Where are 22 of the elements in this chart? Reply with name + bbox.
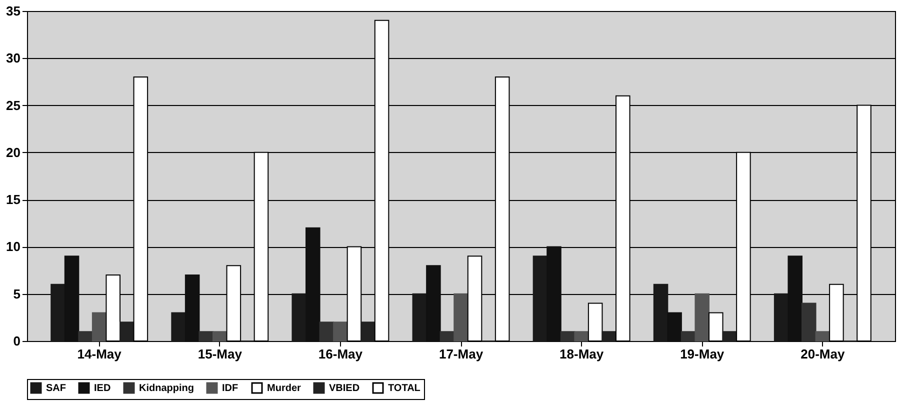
y-tick-label: 5 xyxy=(13,286,20,302)
x-tick-label: 18-May xyxy=(560,346,604,362)
x-tick-label: 19-May xyxy=(680,346,725,362)
legend-label: Murder xyxy=(267,383,301,394)
x-tick-label: 16-May xyxy=(318,346,364,362)
y-tick-label: 35 xyxy=(6,4,20,18)
x-tick-label: 17-May xyxy=(438,346,484,362)
legend-label: Kidnapping xyxy=(139,383,194,394)
y-tick-label: 0 xyxy=(13,334,20,348)
legend-label: SAF xyxy=(46,383,66,394)
y-tick-label: 30 xyxy=(6,50,20,66)
legend-label: VBIED xyxy=(329,383,360,394)
x-tick-label: 20-May xyxy=(800,346,846,362)
x-tick-label: 15-May xyxy=(198,346,243,362)
legend-label: TOTAL xyxy=(388,383,420,394)
legend-label: IED xyxy=(94,383,111,394)
y-tick-label: 10 xyxy=(6,239,20,254)
y-tick-label: 20 xyxy=(6,144,20,160)
y-tick-label: 25 xyxy=(6,98,20,113)
x-tick-label: 14-May xyxy=(77,346,122,362)
legend-label: IDF xyxy=(222,383,238,394)
y-tick-label: 15 xyxy=(6,192,20,208)
